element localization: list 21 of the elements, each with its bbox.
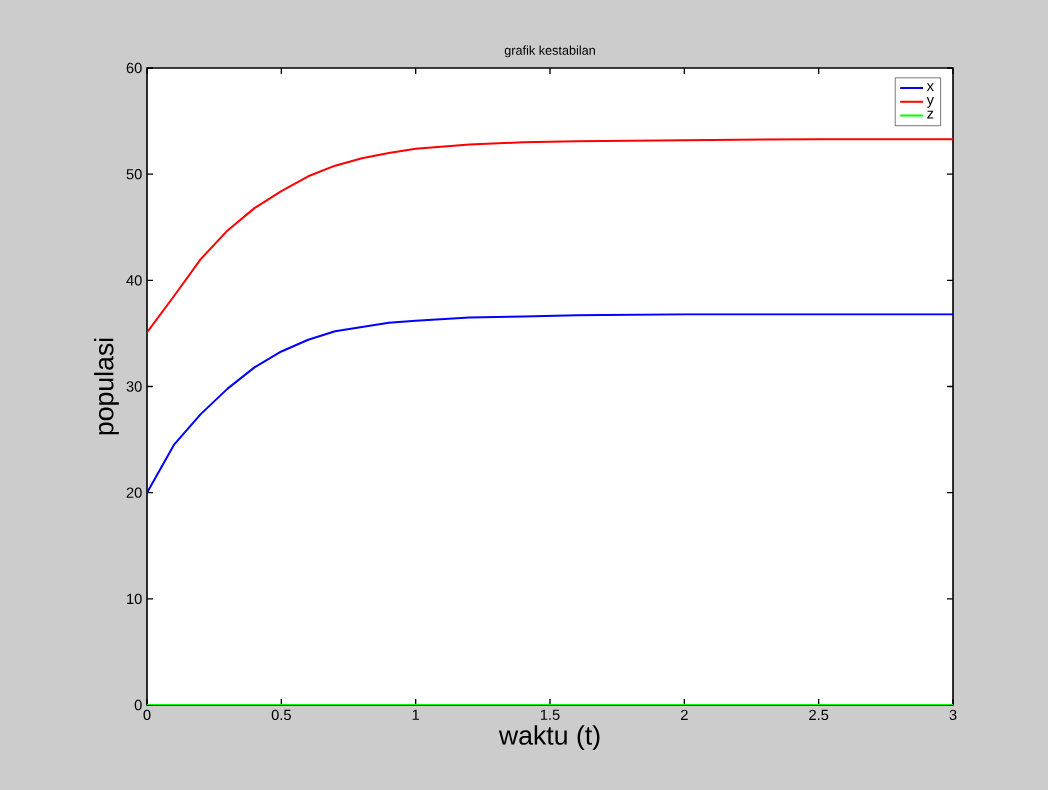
x-tick-label: 1.5 bbox=[540, 709, 560, 720]
x-axis-title: waktu (t) bbox=[498, 725, 600, 751]
y-tick-label: 50 bbox=[126, 168, 142, 180]
legend-label: y bbox=[926, 96, 934, 108]
y-tick-label: 60 bbox=[126, 62, 142, 74]
x-tick-label: 0 bbox=[143, 709, 151, 721]
legend-label: z bbox=[927, 110, 934, 119]
y-tick-label: 30 bbox=[126, 381, 142, 392]
legend-label: x bbox=[926, 83, 934, 91]
chart-title: grafik kestabilan bbox=[504, 45, 595, 58]
x-tick-label: 1 bbox=[412, 709, 420, 720]
y-tick-label: 0 bbox=[134, 699, 142, 711]
x-tick-label: 2 bbox=[681, 709, 688, 720]
line-series bbox=[147, 138, 954, 334]
y-tick-label: 40 bbox=[126, 275, 142, 286]
y-tick-label: 10 bbox=[127, 593, 142, 605]
y-axis-title: populasi bbox=[93, 338, 119, 435]
y-tick-label: 20 bbox=[126, 487, 142, 498]
x-tick-label: 3 bbox=[949, 709, 957, 721]
x-tick-label: 0.5 bbox=[271, 709, 291, 721]
x-tick-label: 2.5 bbox=[809, 709, 829, 721]
